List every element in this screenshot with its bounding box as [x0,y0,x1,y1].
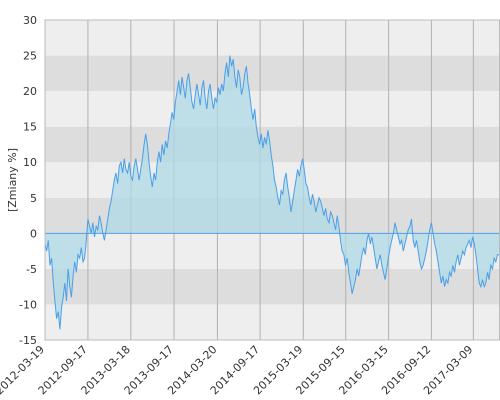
grid-band [45,126,500,163]
series-area-fill [45,55,500,330]
y-axis-tick-labels: -15 -10 -5 0 5 10 15 20 25 30 [19,14,37,347]
series-line [44,55,500,330]
x-axis-tick-labels: 2012-03-192012-09-172013-03-182013-09-17… [0,343,475,397]
y-tick-label: 15 [23,121,37,134]
grid-band [45,268,500,305]
y-tick-label: 30 [23,14,37,27]
y-axis-title: [Zmiany %] [6,148,19,212]
y-tick-label: 10 [23,156,37,169]
grid-band [45,55,500,92]
grid-band [45,91,500,127]
grid-band [45,20,500,56]
y-tick-label: 25 [23,50,37,63]
y-tick-label: 0 [30,227,37,240]
y-tick-label: 5 [30,192,37,205]
grid-band [45,304,500,340]
y-tick-label: -10 [19,298,37,311]
y-tick-label: 20 [23,85,37,98]
y-tick-label: -15 [19,334,37,347]
y-tick-label: -5 [26,263,37,276]
